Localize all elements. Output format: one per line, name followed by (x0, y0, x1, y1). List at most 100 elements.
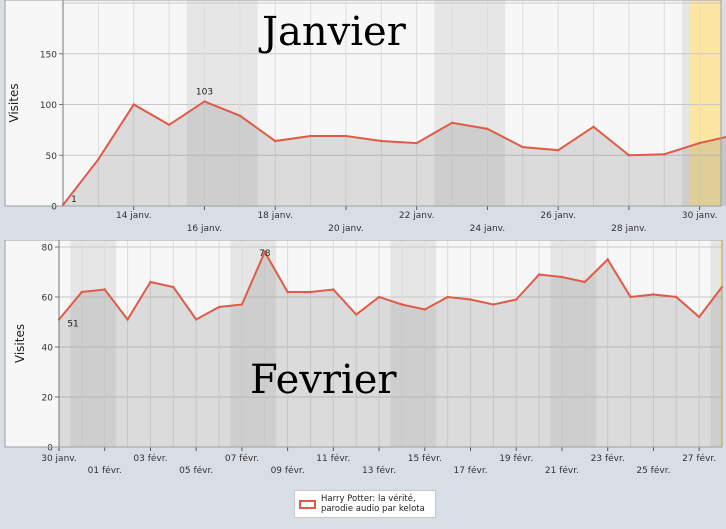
x-tick-label: 30 janv. (682, 211, 718, 221)
x-tick-label: 28 janv. (611, 224, 647, 234)
series-area (59, 252, 722, 447)
data-point (697, 315, 701, 319)
data-point (627, 154, 631, 157)
data-point (652, 293, 655, 296)
plot-frame (4, 239, 723, 448)
data-point (377, 295, 381, 299)
y-axis-title: Visites (13, 324, 27, 363)
data-point (698, 141, 701, 145)
highlight-band (719, 240, 722, 447)
data-point (97, 158, 100, 161)
data-point (629, 295, 632, 299)
chart-january: 0 50 100 150 Visites 14 janv. 16 janv. 18 janv.… (4, 0, 726, 234)
data-label: 78 (259, 249, 271, 259)
data-point (675, 295, 678, 299)
chart-legend: Harry Potter: la vérité, parodie audio p… (294, 490, 436, 518)
x-tick-label: 18 janv. (257, 211, 293, 221)
data-point (486, 127, 489, 131)
x-tick-label: 21 févr. (545, 465, 579, 476)
data-point (167, 123, 171, 127)
chart-title-february: Fevrier (250, 357, 397, 403)
shaded-band (550, 240, 597, 447)
x-tick-label: 19 févr. (499, 453, 533, 464)
x-tick-label: 25 févr. (636, 465, 670, 476)
highlight-band (689, 0, 721, 206)
data-point (355, 313, 358, 316)
data-point (560, 275, 564, 279)
data-point (149, 280, 152, 284)
x-tick-label: 23 févr. (591, 453, 625, 464)
chart-title-january: Janvier (262, 9, 406, 55)
data-point (415, 141, 418, 145)
x-tick-label: 05 févr. (179, 465, 213, 476)
data-point (556, 148, 560, 152)
shaded-band (70, 240, 117, 447)
y-tick-label: 0 (47, 444, 53, 454)
shaded-band (434, 0, 506, 206)
x-tick-label: 17 févr. (453, 465, 487, 476)
data-point (663, 153, 666, 156)
data-point (238, 114, 242, 117)
shaded-band (230, 240, 277, 447)
x-tick-label: 11 févr. (316, 453, 350, 464)
data-point (380, 139, 383, 143)
x-tick-label: 15 févr. (408, 453, 442, 464)
data-point (515, 298, 518, 301)
data-point (583, 280, 587, 284)
x-tick-label: 22 janv. (399, 211, 435, 221)
x-tick-label: 20 janv. (328, 224, 364, 234)
x-tick-label: 14 janv. (116, 211, 152, 221)
x-tick-label: 01 févr. (88, 465, 122, 476)
y-tick-label: 60 (42, 294, 54, 304)
chart-february: 0 20 40 60 80 Visites 30 janv. 01 févr. 03 févr.… (4, 239, 724, 476)
data-point (172, 285, 175, 289)
data-point (132, 103, 135, 106)
series-line (62, 100, 726, 206)
data-point (126, 318, 129, 321)
data-point (194, 318, 198, 321)
data-point (469, 298, 472, 301)
series-area (63, 101, 726, 206)
x-tick-label: 03 févr. (133, 453, 167, 464)
x-tick-label: 30 janv. (41, 454, 77, 464)
data-point (521, 145, 524, 149)
y-tick-label: 50 (46, 152, 58, 162)
y-tick-label: 100 (40, 101, 57, 111)
data-point (80, 290, 84, 294)
y-tick-label: 20 (42, 394, 54, 404)
data-point (592, 125, 595, 129)
data-point (492, 303, 495, 306)
shaded-band (390, 240, 437, 447)
x-tick-label: 09 févr. (271, 465, 305, 476)
chart-panel-february: 0 20 40 60 80 Visites 30 janv. 01 févr. 03 févr.… (0, 239, 726, 525)
x-tick-label: 13 févr. (362, 465, 396, 476)
shaded-band (186, 0, 258, 206)
x-tick-label: 07 févr. (225, 453, 259, 464)
data-point (309, 290, 312, 294)
data-point (537, 273, 541, 276)
data-point (286, 290, 289, 294)
y-tick-label: 80 (42, 244, 54, 254)
data-point (400, 303, 404, 306)
x-tick-label: 24 janv. (470, 224, 506, 234)
data-point (446, 295, 449, 299)
data-label: 103 (196, 87, 213, 97)
data-point (263, 250, 266, 254)
data-label: 51 (67, 320, 78, 330)
data-point (450, 121, 454, 124)
y-tick-label: 0 (51, 203, 57, 213)
y-axis-title: Visites (7, 83, 21, 122)
data-point (217, 305, 221, 309)
data-label: 1 (71, 195, 77, 205)
data-point (606, 258, 609, 261)
x-tick-label: 16 janv. (187, 224, 223, 234)
shaded-band (710, 240, 722, 447)
data-point (240, 303, 244, 306)
data-point (309, 134, 312, 138)
data-point (344, 134, 348, 138)
data-point (274, 139, 277, 143)
data-point (103, 288, 106, 291)
legend-label: Harry Potter: la vérité, parodie audio p… (321, 494, 425, 514)
data-point (423, 308, 426, 311)
plot-frame (4, 0, 722, 207)
